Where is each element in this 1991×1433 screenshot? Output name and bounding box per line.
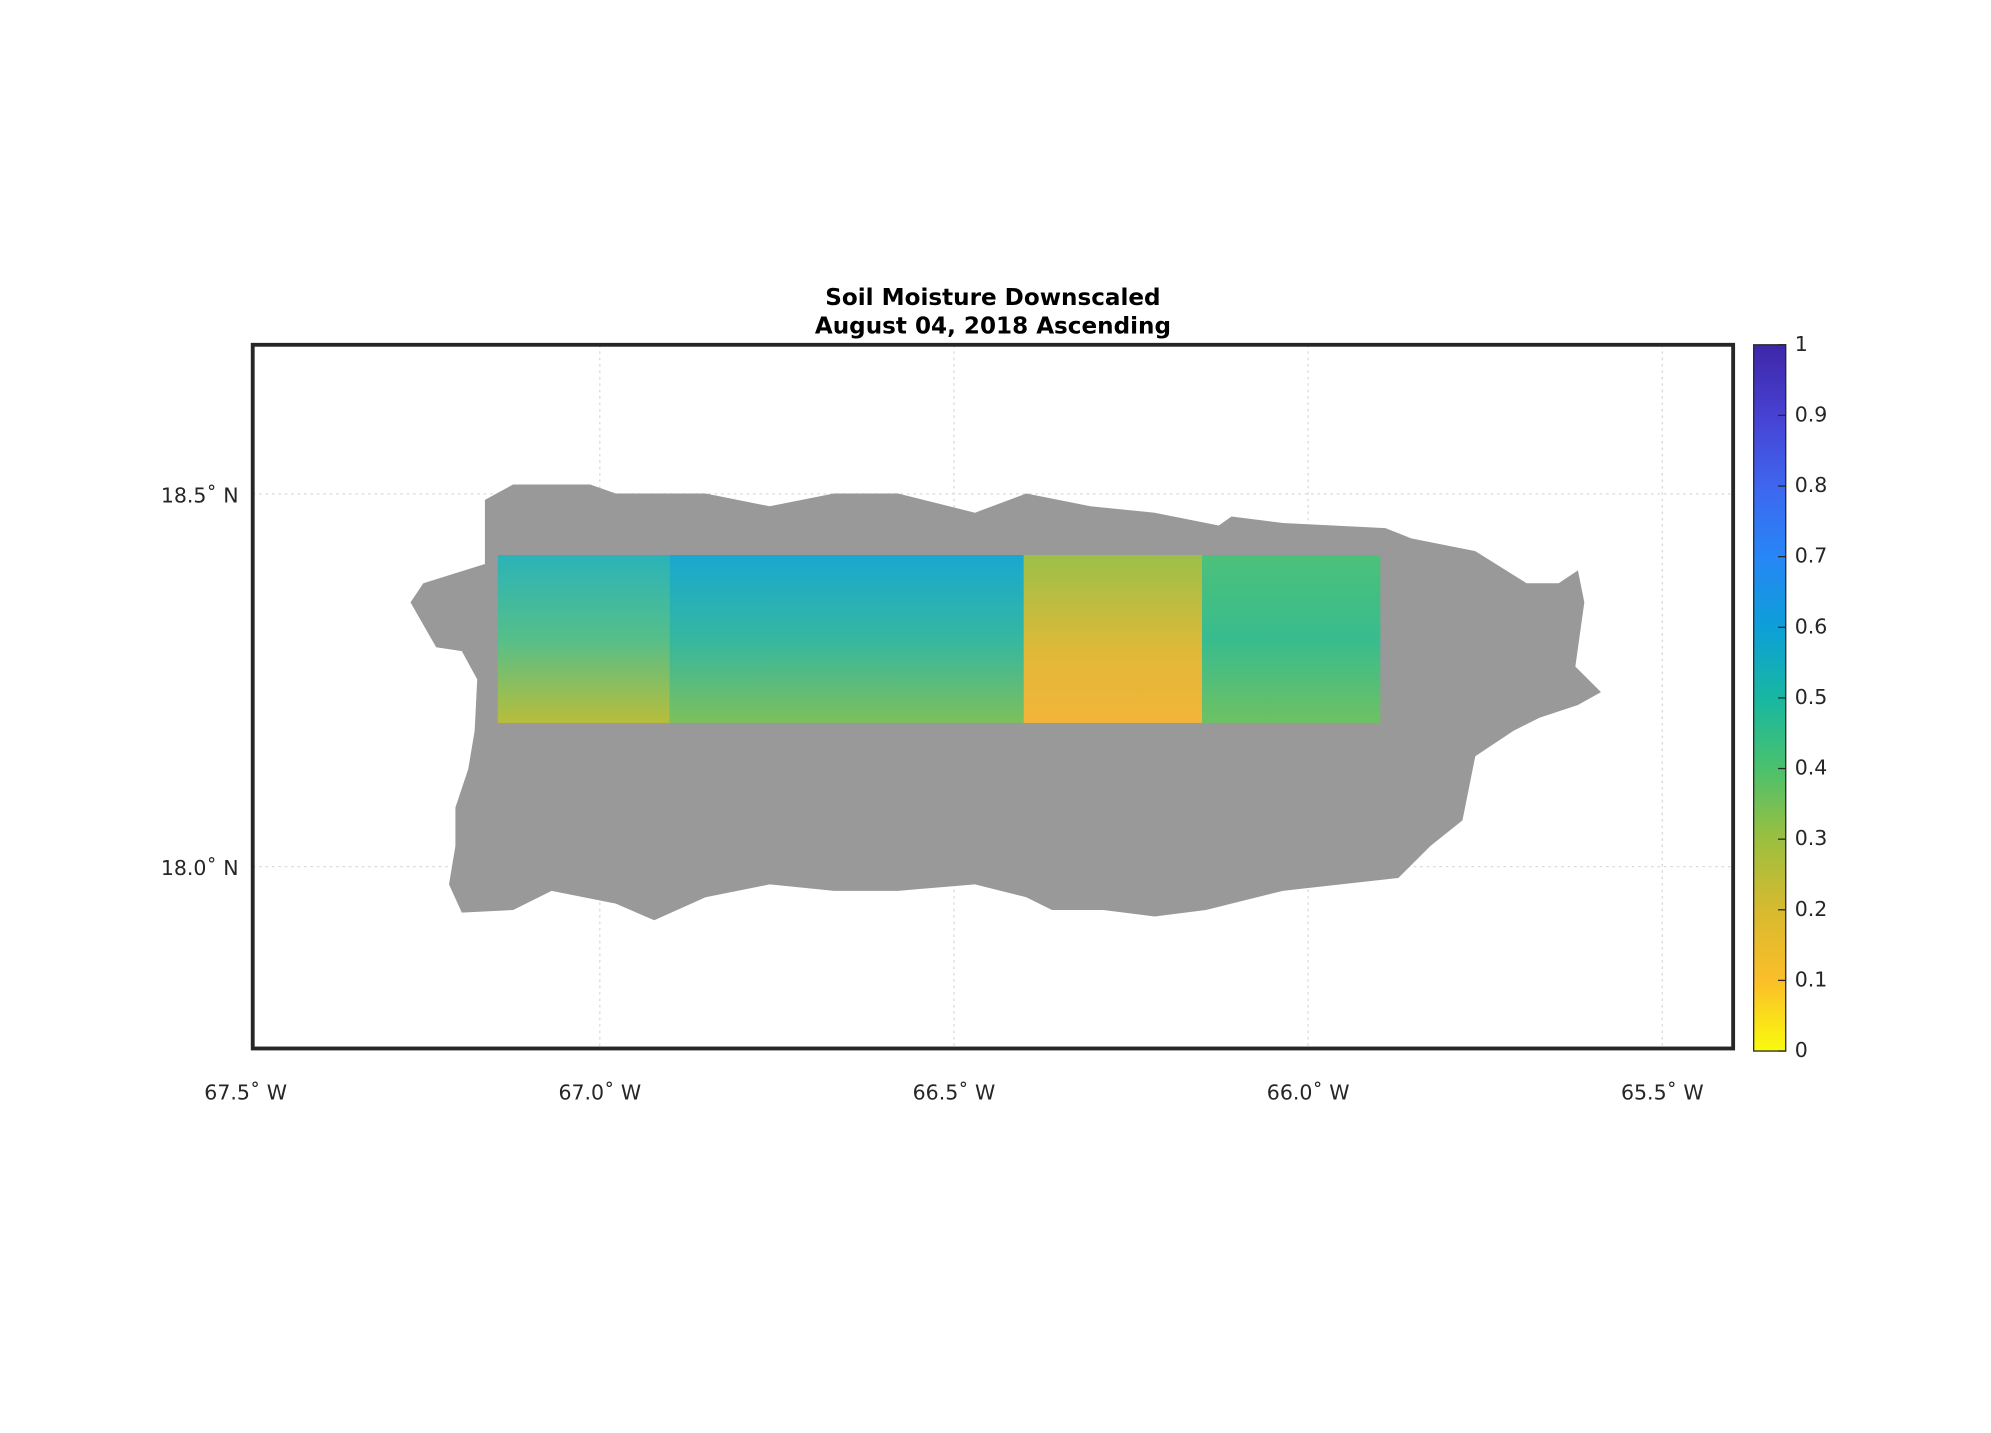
colorbar-tick-label: 0.8 xyxy=(1795,473,1828,497)
colorbar-tick-label: 0.3 xyxy=(1795,826,1828,850)
colorbar-tick-label: 0.6 xyxy=(1795,614,1828,638)
colorbar-tick-label: 0.2 xyxy=(1795,897,1828,921)
colorbar-tick-label: 1 xyxy=(1795,332,1808,356)
x-tick-label: 65.5˚ W xyxy=(1621,1080,1704,1104)
swath-tile xyxy=(669,554,1024,723)
colorbar-tick-label: 0.7 xyxy=(1795,544,1828,568)
colorbar-tick-label: 0.1 xyxy=(1795,967,1828,991)
colorbar-tick-label: 0.4 xyxy=(1795,756,1828,780)
y-tick-label: 18.0˚ N xyxy=(161,856,239,880)
swath-tile xyxy=(497,554,670,723)
map-frame xyxy=(250,342,1736,1051)
y-tick-label: 18.5˚ N xyxy=(161,483,239,507)
colorbar-tick-label: 0 xyxy=(1795,1038,1808,1062)
x-tick-label: 66.0˚ W xyxy=(1267,1080,1350,1104)
swath-tile xyxy=(1202,554,1381,723)
subtitle: August 04, 2018 Ascending xyxy=(815,313,1171,339)
title: Soil Moisture Downscaled xyxy=(825,285,1160,311)
colorbar-tick-label: 0.9 xyxy=(1795,402,1828,426)
colorbar-tick-label: 0.5 xyxy=(1795,685,1828,709)
x-tick-label: 67.0˚ W xyxy=(558,1080,641,1104)
x-tick-label: 66.5˚ W xyxy=(913,1080,996,1104)
swath-tile xyxy=(1023,554,1203,723)
soil-moisture-swath xyxy=(497,554,1381,723)
x-tick-label: 67.5˚ W xyxy=(204,1080,287,1104)
